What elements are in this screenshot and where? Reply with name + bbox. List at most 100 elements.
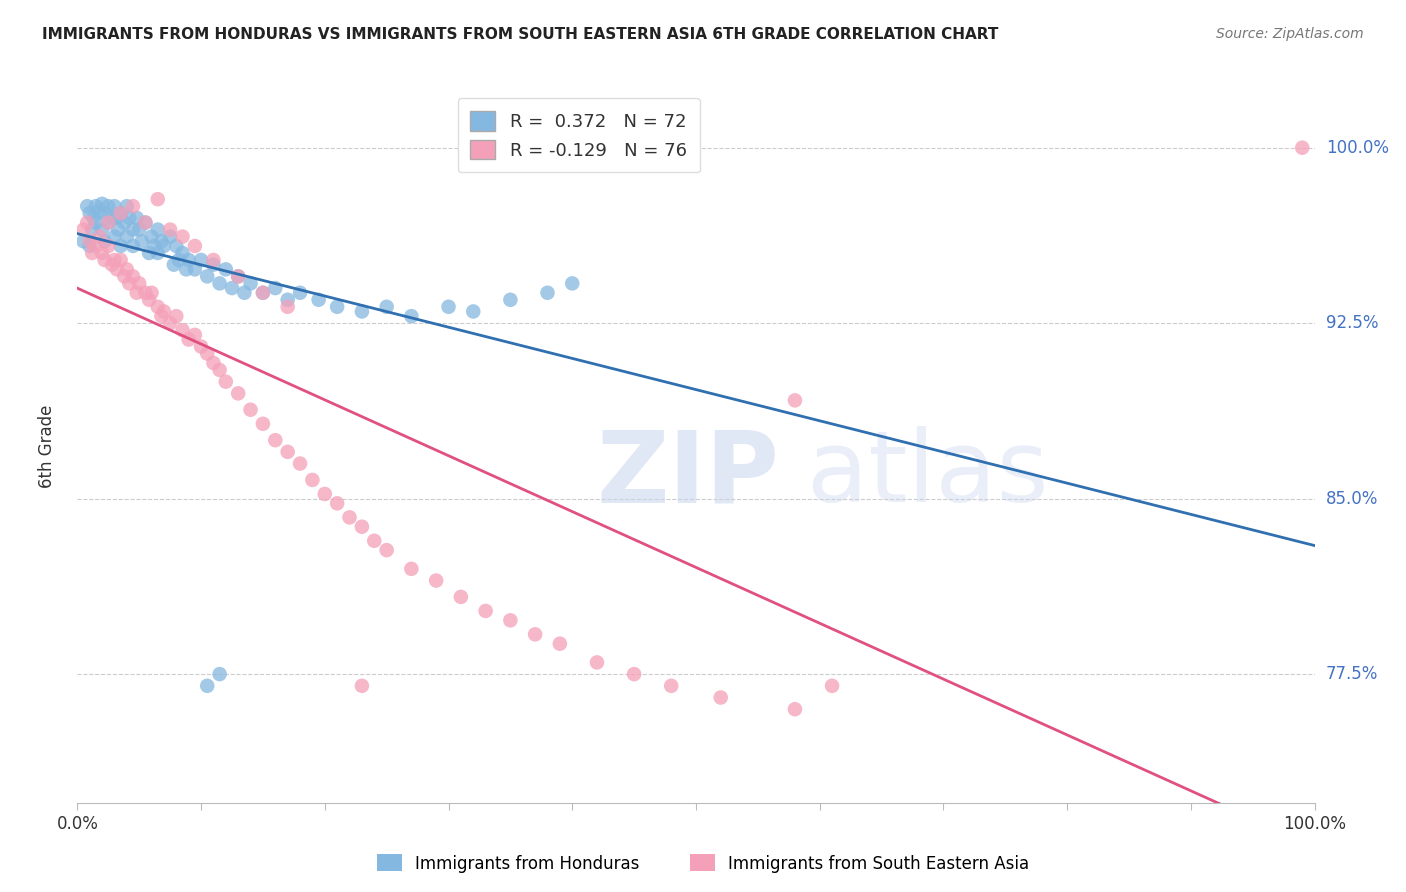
Point: [450, 590, 472, 604]
Point: [93, 234, 115, 248]
Point: [195, 269, 218, 284]
Point: [215, 375, 238, 389]
Point: [326, 496, 349, 510]
Point: [783, 702, 806, 716]
Point: [277, 445, 299, 459]
Text: 100.0%: 100.0%: [1326, 138, 1389, 157]
Point: [174, 262, 197, 277]
Point: [308, 293, 330, 307]
Point: [122, 269, 145, 284]
Point: [84, 199, 107, 213]
Point: [110, 239, 132, 253]
Point: [821, 679, 844, 693]
Point: [184, 327, 207, 342]
Point: [548, 637, 571, 651]
Point: [226, 386, 249, 401]
Point: [172, 323, 194, 337]
Point: [226, 269, 249, 284]
Point: [239, 402, 262, 417]
Point: [91, 222, 114, 236]
Point: [105, 262, 128, 277]
Point: [524, 627, 547, 641]
Point: [103, 199, 125, 213]
Point: [710, 690, 733, 705]
Point: [89, 229, 111, 244]
Point: [125, 285, 148, 300]
Point: [499, 613, 522, 627]
Point: [195, 346, 218, 360]
Point: [103, 252, 125, 267]
Point: [536, 285, 558, 300]
Point: [233, 285, 256, 300]
Point: [783, 393, 806, 408]
Point: [363, 533, 385, 548]
Point: [112, 216, 135, 230]
Point: [82, 246, 104, 260]
Point: [350, 304, 373, 318]
Point: [105, 211, 128, 225]
Point: [561, 277, 583, 291]
Point: [143, 239, 166, 253]
Point: [146, 300, 169, 314]
Point: [115, 229, 138, 244]
Point: [134, 216, 156, 230]
Point: [76, 216, 98, 230]
Point: [184, 239, 207, 253]
Point: [195, 679, 218, 693]
Point: [463, 304, 485, 318]
Point: [375, 300, 398, 314]
Point: [208, 363, 231, 377]
Point: [91, 197, 114, 211]
Point: [226, 269, 249, 284]
Point: [202, 258, 225, 272]
Point: [134, 285, 156, 300]
Point: [264, 433, 287, 447]
Point: [150, 234, 173, 248]
Point: [401, 309, 423, 323]
Point: [153, 239, 176, 253]
Text: IMMIGRANTS FROM HONDURAS VS IMMIGRANTS FROM SOUTH EASTERN ASIA 6TH GRADE CORRELA: IMMIGRANTS FROM HONDURAS VS IMMIGRANTS F…: [42, 27, 998, 42]
Point: [239, 277, 262, 291]
Point: [79, 239, 101, 253]
Point: [264, 281, 287, 295]
Point: [138, 293, 160, 307]
Point: [97, 239, 120, 253]
Point: [326, 300, 349, 314]
Point: [122, 239, 145, 253]
Y-axis label: 6th Grade: 6th Grade: [38, 404, 56, 488]
Point: [84, 239, 107, 253]
Point: [150, 309, 173, 323]
Point: [474, 604, 496, 618]
Point: [165, 309, 187, 323]
Point: [401, 562, 423, 576]
Point: [1291, 141, 1313, 155]
Point: [339, 510, 361, 524]
Point: [141, 285, 163, 300]
Point: [177, 333, 200, 347]
Point: [82, 211, 104, 225]
Point: [89, 203, 111, 218]
Point: [122, 222, 145, 236]
Point: [146, 192, 169, 206]
Point: [221, 281, 243, 295]
Point: [118, 277, 141, 291]
Point: [163, 258, 186, 272]
Point: [72, 234, 94, 248]
Point: [103, 229, 125, 244]
Point: [190, 340, 212, 354]
Point: [110, 206, 132, 220]
Point: [190, 252, 212, 267]
Point: [159, 229, 181, 244]
Point: [208, 667, 231, 681]
Point: [184, 262, 207, 277]
Point: [277, 293, 299, 307]
Point: [118, 211, 141, 225]
Point: [110, 206, 132, 220]
Point: [623, 667, 645, 681]
Point: [138, 246, 160, 260]
Point: [177, 252, 200, 267]
Point: [215, 262, 238, 277]
Point: [350, 519, 373, 533]
Point: [101, 211, 124, 225]
Point: [125, 211, 148, 225]
